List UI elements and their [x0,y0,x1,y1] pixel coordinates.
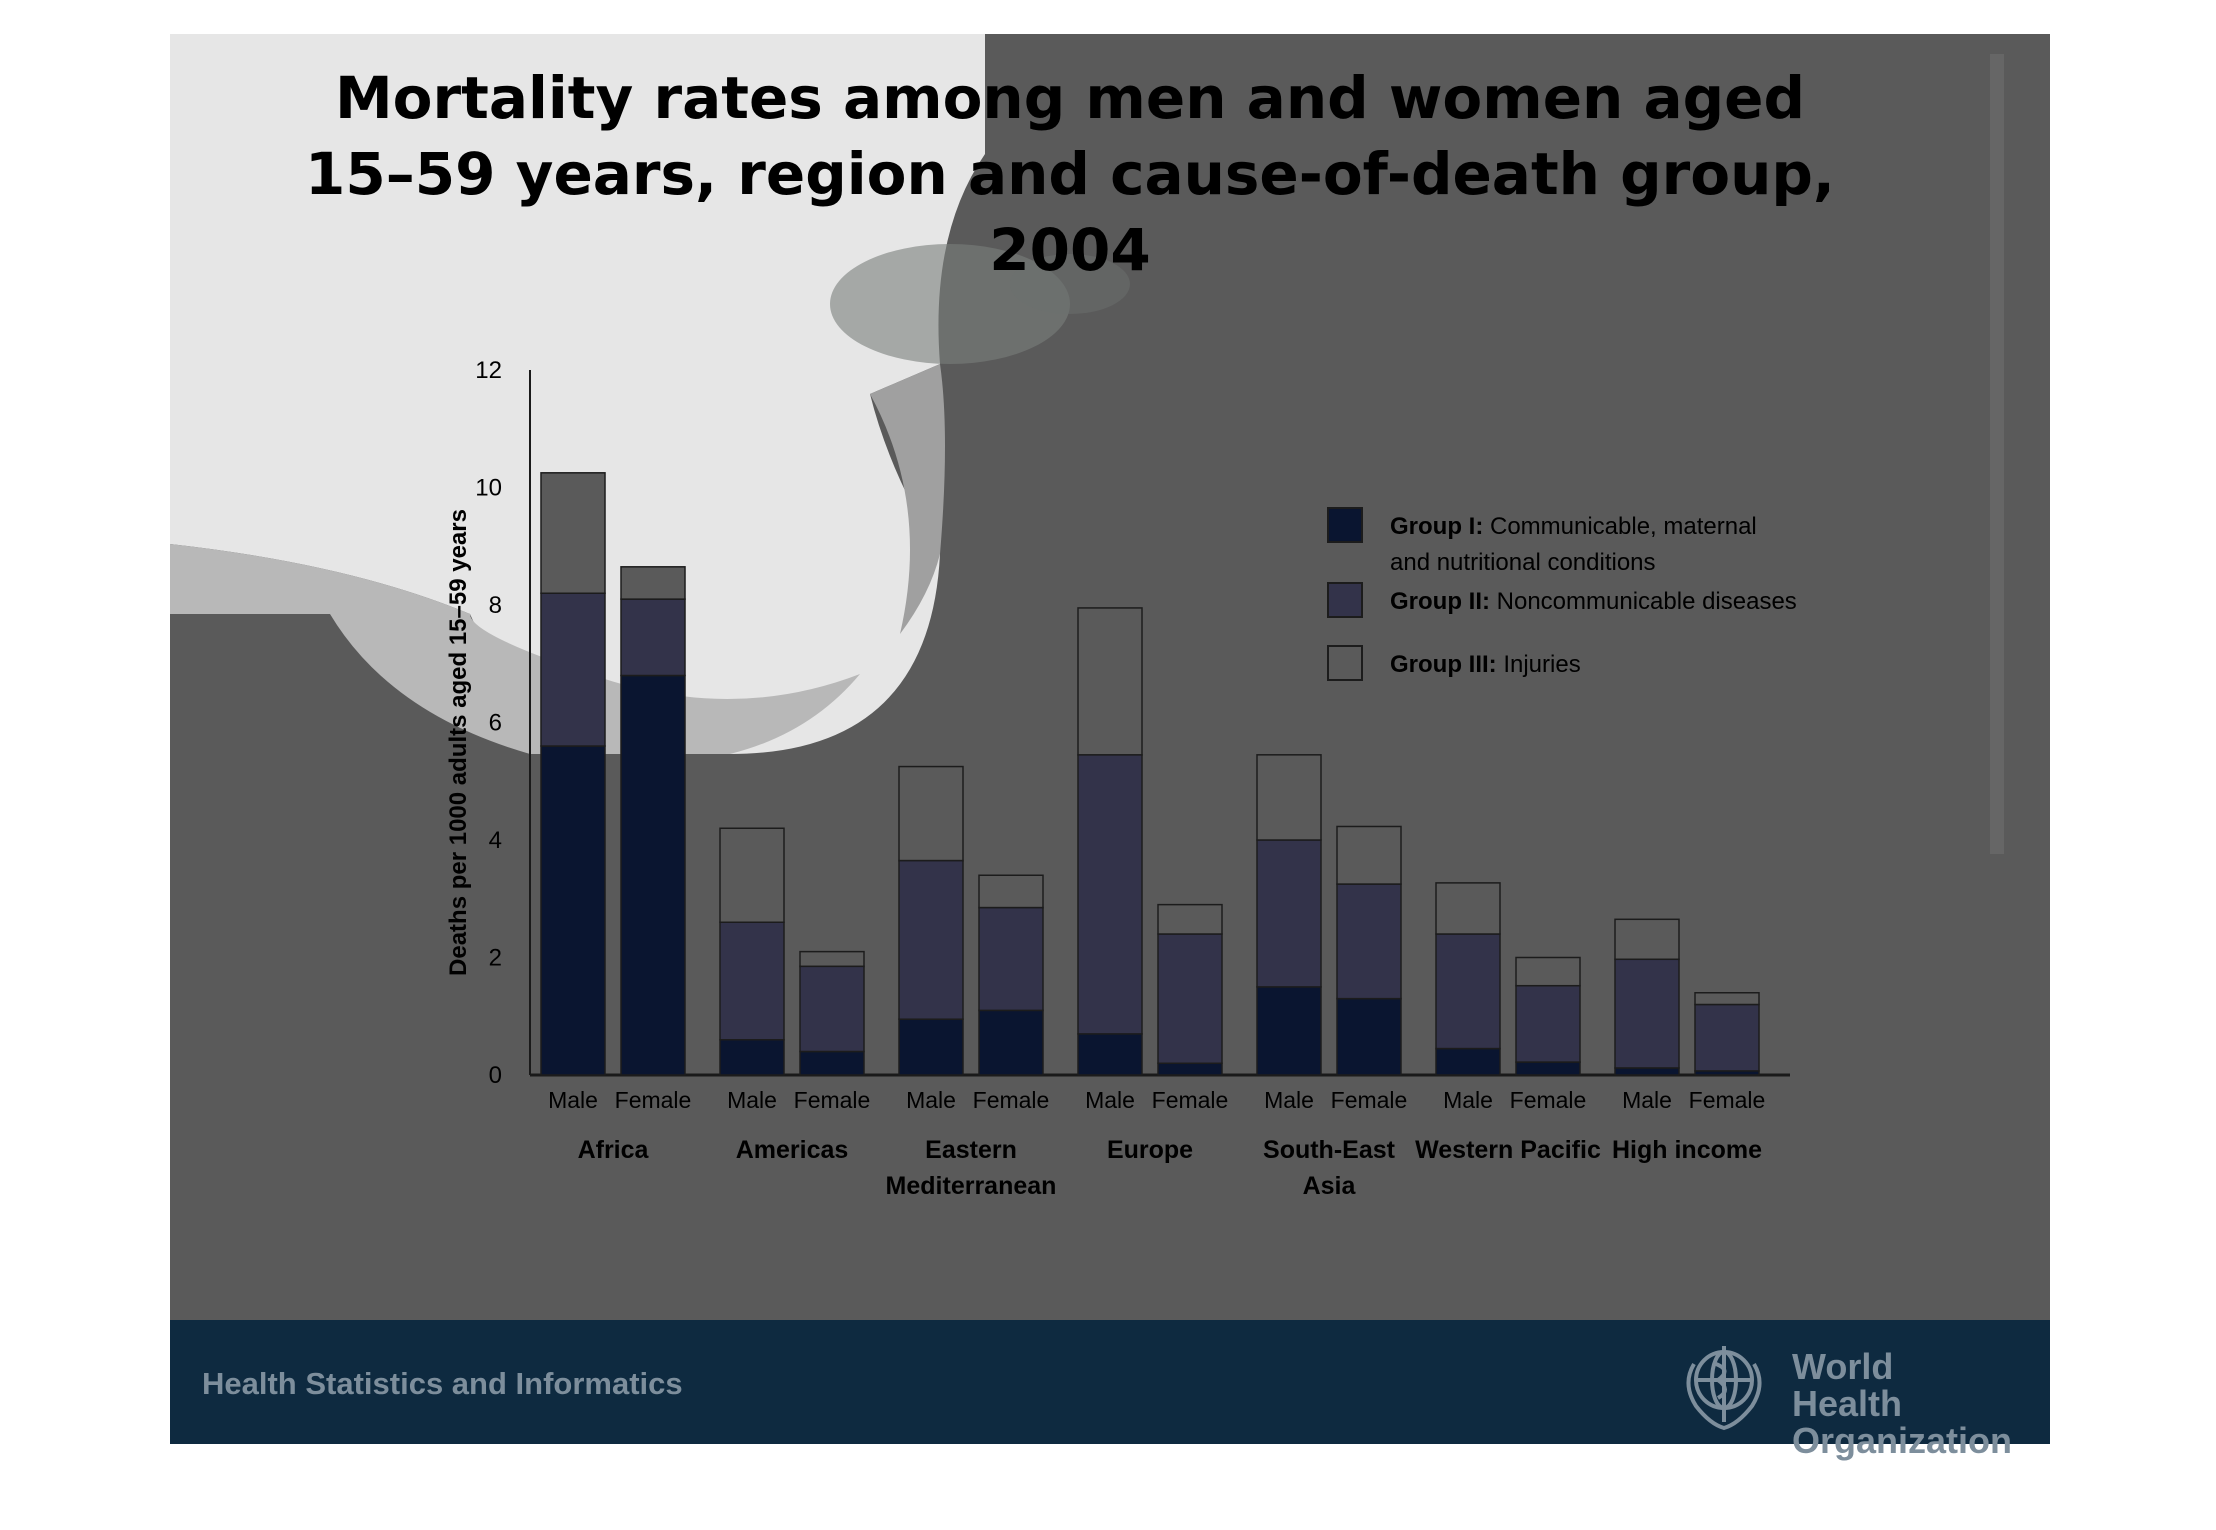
legend-label: Group II: Noncommunicable diseases [1390,588,1797,615]
bar-segment [1157,903,1223,935]
region-label: Europe [1107,1136,1193,1164]
bar-segment [1077,754,1143,1035]
y-tick-label: 4 [489,827,502,854]
y-axis-label: Deaths per 1000 adults aged 15–59 years [445,509,472,976]
x-tick-label: Male [1264,1087,1314,1113]
footer-bar: Health Statistics and Informatics World … [170,1320,2050,1459]
bar-segment [620,566,686,600]
bar-segment [1157,933,1223,1064]
x-tick-label: Male [1443,1087,1493,1113]
bar-segment [1515,956,1581,987]
page-title: Mortality rates among men and women aged… [305,64,1835,284]
bar-segment [1336,883,1402,1000]
bar-segment [1435,933,1501,1050]
bar-segment [1256,986,1322,1076]
bar-segment [1694,992,1760,1006]
y-tick-label: 6 [489,710,502,737]
bar-segment [1157,1062,1223,1076]
bar-segment [1336,997,1402,1076]
bar-segment [1256,839,1322,988]
bar-segment [1336,825,1402,885]
y-tick-label: 0 [489,1062,502,1089]
x-tick-label: Female [1152,1087,1229,1113]
legend-label: Group III: Injuries [1390,651,1581,678]
bar-segment [1694,1003,1760,1072]
bar-segment [620,598,686,677]
bar-segment [1077,607,1143,756]
region-labels: Africa Americas Eastern Mediterranean Europe… [578,1136,1763,1200]
bar-segment [898,1018,964,1076]
legend-swatch [1327,645,1363,681]
bar-segment [978,906,1044,1012]
x-tick-label: Male [727,1087,777,1113]
x-tick-label: Female [1689,1087,1766,1113]
y-tick-label: 10 [475,475,502,502]
legend: Group I: Communicable, maternal and nutri… [1327,507,1797,681]
y-tick-label: 8 [489,592,502,619]
bar-segment [1515,984,1581,1063]
legend-label: Group I: Communicable, maternal and nutri… [1390,513,1757,576]
y-tick-label: 2 [489,945,502,972]
bar-segment [978,874,1044,909]
bar-segment [1614,1067,1680,1076]
bar-segment [719,1039,785,1076]
region-label: South-East Asia [1263,1136,1396,1200]
x-tick-label: Female [973,1087,1050,1113]
bar-segment [898,765,964,862]
region-label: Africa [578,1136,650,1164]
y-tick-labels: 0 2 4 6 8 10 12 [475,357,502,1089]
bar-segment [719,921,785,1041]
x-tick-label: Female [1331,1087,1408,1113]
who-logo: World Health Organization [1674,1334,2012,1459]
who-name: World Health Organization [1792,1346,2013,1461]
bar-segment [799,965,865,1053]
bar-segment [799,950,865,968]
x-tick-label: Female [615,1087,692,1113]
bar-segment [620,674,686,1076]
bar-segment [540,592,606,747]
x-tick-label: Male [1085,1087,1135,1113]
bar-segment [1077,1033,1143,1076]
who-emblem-icon [1686,1346,1762,1431]
x-tick-label: Male [548,1087,598,1113]
bar-segment [1614,958,1680,1069]
x-tick-label: Male [906,1087,956,1113]
bar-segment [978,1009,1044,1076]
bar-segment [1256,754,1322,841]
region-label: High income [1612,1136,1762,1164]
region-label: Americas [736,1136,849,1164]
y-tick-label: 12 [475,357,502,384]
bar-segment [719,827,785,923]
bar-segment [1614,918,1680,961]
x-tick-label: Female [1510,1087,1587,1113]
bar-segment [799,1050,865,1076]
bar-segment [1515,1061,1581,1076]
bar-segment [1435,882,1501,935]
bar-segment [540,472,606,594]
bar-segment [1435,1047,1501,1076]
legend-swatch [1327,507,1363,543]
bar-segment [898,859,964,1020]
footer-text: Health Statistics and Informatics [202,1366,683,1401]
legend-swatch [1327,582,1363,618]
region-label: Western Pacific [1415,1136,1601,1164]
region-label: Eastern Mediterranean [886,1136,1057,1200]
x-tick-labels: Male Female Male Female Male Female Male Female… [548,1087,1765,1113]
slide-background [170,34,2050,1444]
decorative-background [170,34,2004,854]
x-tick-label: Female [794,1087,871,1113]
bars [540,472,1760,1076]
bar-segment [540,745,606,1076]
x-tick-label: Male [1622,1087,1672,1113]
